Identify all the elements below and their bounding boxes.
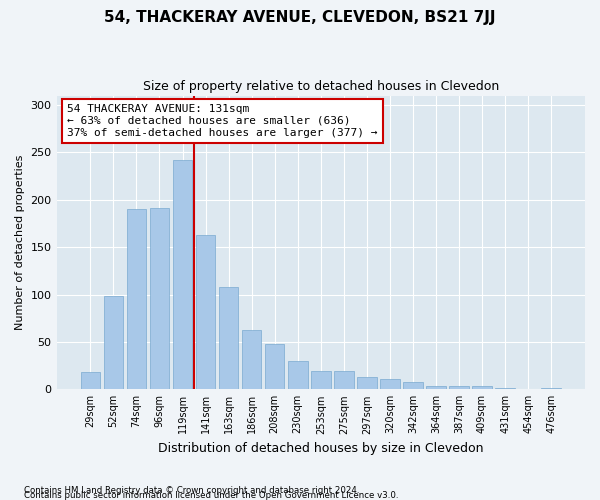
Bar	[127, 210, 146, 390]
Bar	[403, 382, 423, 390]
Text: Contains HM Land Registry data © Crown copyright and database right 2024.: Contains HM Land Registry data © Crown c…	[24, 486, 359, 495]
Bar	[265, 344, 284, 390]
Bar	[334, 372, 353, 390]
Bar	[288, 361, 308, 390]
Bar	[149, 208, 169, 390]
Title: Size of property relative to detached houses in Clevedon: Size of property relative to detached ho…	[143, 80, 499, 93]
Bar	[196, 235, 215, 390]
Bar	[449, 386, 469, 390]
Bar	[173, 160, 193, 390]
Bar	[380, 379, 400, 390]
Text: 54, THACKERAY AVENUE, CLEVEDON, BS21 7JJ: 54, THACKERAY AVENUE, CLEVEDON, BS21 7JJ	[104, 10, 496, 25]
Bar	[242, 330, 262, 390]
Bar	[496, 388, 515, 390]
Bar	[104, 296, 123, 390]
Bar	[472, 386, 492, 390]
X-axis label: Distribution of detached houses by size in Clevedon: Distribution of detached houses by size …	[158, 442, 484, 455]
Bar	[357, 377, 377, 390]
Bar	[219, 287, 238, 390]
Bar	[311, 372, 331, 390]
Bar	[426, 386, 446, 390]
Bar	[541, 388, 561, 390]
Bar	[80, 372, 100, 390]
Text: Contains public sector information licensed under the Open Government Licence v3: Contains public sector information licen…	[24, 491, 398, 500]
Text: 54 THACKERAY AVENUE: 131sqm
← 63% of detached houses are smaller (636)
37% of se: 54 THACKERAY AVENUE: 131sqm ← 63% of det…	[67, 104, 377, 138]
Y-axis label: Number of detached properties: Number of detached properties	[15, 154, 25, 330]
